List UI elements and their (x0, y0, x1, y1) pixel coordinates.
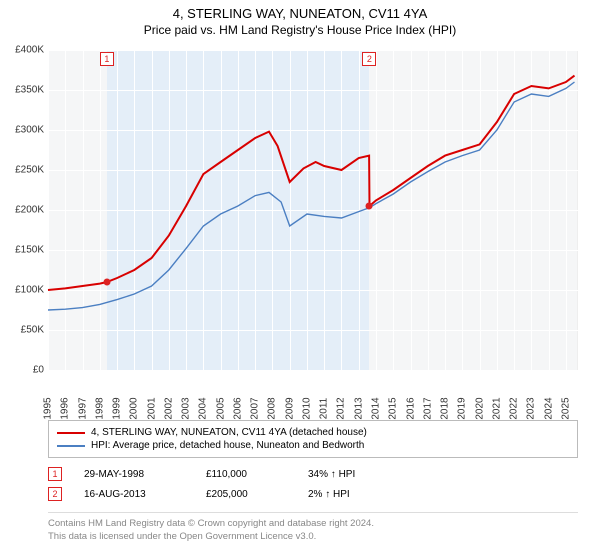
attribution: Contains HM Land Registry data © Crown c… (48, 512, 578, 544)
event-date: 16-AUG-2013 (84, 489, 184, 500)
x-axis-label: 1996 (60, 395, 71, 423)
y-axis-label: £50K (4, 325, 44, 336)
price-marker-label: 1 (100, 52, 114, 66)
x-axis-label: 2019 (457, 395, 468, 423)
series-hpi (48, 82, 575, 310)
event-marker: 2 (48, 487, 62, 501)
x-axis-label: 2020 (474, 395, 485, 423)
y-axis-label: £0 (4, 365, 44, 376)
y-axis-label: £350K (4, 85, 44, 96)
x-axis-label: 2014 (371, 395, 382, 423)
y-axis-label: £200K (4, 205, 44, 216)
event-row: 1 29-MAY-1998 £110,000 34% ↑ HPI (48, 464, 578, 484)
y-axis-label: £300K (4, 125, 44, 136)
x-axis-label: 1998 (94, 395, 105, 423)
price-marker-dot (366, 203, 373, 210)
event-price: £205,000 (206, 489, 286, 500)
y-axis-label: £150K (4, 245, 44, 256)
event-price: £110,000 (206, 469, 286, 480)
x-axis-label: 2022 (509, 395, 520, 423)
legend-item: HPI: Average price, detached house, Nune… (57, 439, 569, 452)
attribution-line: This data is licensed under the Open Gov… (48, 531, 578, 544)
x-axis-label: 2015 (388, 395, 399, 423)
legend-swatch (57, 432, 85, 434)
x-axis-label: 2008 (267, 395, 278, 423)
x-axis-label: 2001 (146, 395, 157, 423)
x-axis-label: 2024 (543, 395, 554, 423)
x-axis-label: 2017 (422, 395, 433, 423)
chart-title: 4, STERLING WAY, NUNEATON, CV11 4YA (0, 0, 600, 21)
price-marker-label: 2 (362, 52, 376, 66)
series-price_paid (48, 76, 575, 290)
x-axis-label: 2013 (353, 395, 364, 423)
x-axis-label: 1997 (77, 395, 88, 423)
chart-lines (48, 50, 578, 370)
x-axis-label: 2010 (301, 395, 312, 423)
x-axis-label: 2004 (198, 395, 209, 423)
legend-swatch (57, 445, 85, 447)
legend-label: HPI: Average price, detached house, Nune… (91, 440, 364, 451)
x-axis-label: 2002 (163, 395, 174, 423)
attribution-line: Contains HM Land Registry data © Crown c… (48, 518, 578, 531)
x-axis-label: 2000 (129, 395, 140, 423)
x-axis-label: 2025 (560, 395, 571, 423)
x-axis-label: 2018 (440, 395, 451, 423)
event-note: 34% ↑ HPI (308, 469, 355, 480)
price-marker-dot (103, 279, 110, 286)
x-axis-label: 2021 (491, 395, 502, 423)
page: 4, STERLING WAY, NUNEATON, CV11 4YA Pric… (0, 0, 600, 560)
x-axis-label: 2011 (319, 395, 330, 423)
events-table: 1 29-MAY-1998 £110,000 34% ↑ HPI 2 16-AU… (48, 464, 578, 504)
x-axis-label: 2003 (181, 395, 192, 423)
x-axis-label: 1995 (43, 395, 54, 423)
y-axis-label: £400K (4, 45, 44, 56)
event-row: 2 16-AUG-2013 £205,000 2% ↑ HPI (48, 484, 578, 504)
x-axis-label: 2009 (284, 395, 295, 423)
event-note: 2% ↑ HPI (308, 489, 350, 500)
x-axis-label: 2007 (250, 395, 261, 423)
chart-subtitle: Price paid vs. HM Land Registry's House … (0, 21, 600, 43)
event-date: 29-MAY-1998 (84, 469, 184, 480)
x-axis-label: 2012 (336, 395, 347, 423)
x-axis-label: 2023 (526, 395, 537, 423)
y-axis-label: £100K (4, 285, 44, 296)
y-axis-label: £250K (4, 165, 44, 176)
legend-item: 4, STERLING WAY, NUNEATON, CV11 4YA (det… (57, 426, 569, 439)
chart: £0£50K£100K£150K£200K£250K£300K£350K£400… (48, 50, 578, 370)
legend-label: 4, STERLING WAY, NUNEATON, CV11 4YA (det… (91, 427, 367, 438)
x-axis-label: 2005 (215, 395, 226, 423)
x-axis-label: 2016 (405, 395, 416, 423)
x-axis-label: 2006 (232, 395, 243, 423)
event-marker: 1 (48, 467, 62, 481)
x-axis-label: 1999 (112, 395, 123, 423)
legend: 4, STERLING WAY, NUNEATON, CV11 4YA (det… (48, 420, 578, 458)
